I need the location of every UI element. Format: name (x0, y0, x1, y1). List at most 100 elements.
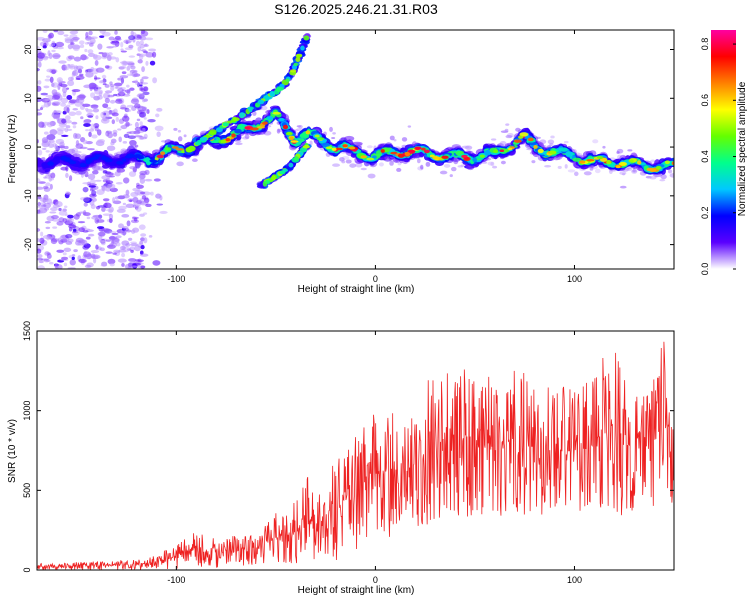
noise-speckle (62, 218, 68, 223)
noise-speckle (141, 49, 147, 52)
noise-speckle (59, 141, 65, 148)
noise-speckle (130, 242, 138, 247)
noise-speckle (115, 181, 123, 185)
noise-speckle (135, 205, 139, 208)
branch-blob (185, 146, 194, 153)
ridge-blob (285, 131, 293, 136)
noise-speckle (99, 35, 105, 38)
noise-speckle (67, 214, 74, 219)
noise-speckle (131, 71, 138, 78)
noise-speckle (63, 106, 69, 113)
noise-speckle (122, 141, 128, 144)
noise-speckle (140, 30, 149, 37)
noise-speckle (56, 127, 66, 132)
noise-speckle (40, 92, 49, 96)
noise-speckle (132, 262, 141, 266)
noise-speckle (109, 99, 116, 104)
branch-blob (300, 45, 305, 51)
noise-speckle (71, 88, 81, 93)
noise-speckle (50, 172, 56, 179)
noise-speckle (77, 68, 83, 74)
noise-speckle (43, 131, 49, 135)
noise-speckle (68, 175, 73, 182)
noise-speckle (101, 110, 111, 117)
noise-speckle (37, 254, 43, 259)
noise-speckle (80, 116, 84, 120)
noise-speckle (460, 164, 465, 167)
noise-speckle (173, 127, 178, 131)
noise-speckle (37, 248, 42, 254)
noise-speckle (37, 201, 41, 207)
branch-blob (303, 35, 310, 41)
noise-speckle (37, 80, 42, 85)
noise-speckle (592, 139, 599, 144)
noise-speckle (140, 233, 147, 237)
branch-blob (295, 54, 302, 58)
noise-speckle (602, 145, 606, 149)
noise-speckle (564, 164, 568, 169)
noise-speckle (88, 128, 95, 132)
noise-speckle (574, 171, 579, 177)
noise-speckle (78, 40, 85, 45)
noise-speckle (63, 145, 69, 150)
noise-speckle (105, 180, 114, 184)
ridge-blob (144, 157, 151, 163)
noise-speckle (85, 236, 91, 240)
branch-blob (293, 156, 299, 161)
noise-speckle (73, 56, 82, 62)
noise-speckle (48, 139, 55, 144)
noise-speckle (51, 112, 61, 119)
noise-speckle (44, 174, 52, 179)
noise-speckle (121, 262, 125, 267)
noise-speckle (57, 237, 62, 243)
noise-speckle (106, 46, 114, 49)
noise-speckle (44, 78, 51, 82)
noise-speckle (123, 133, 130, 138)
noise-speckle (669, 173, 674, 178)
noise-speckle (43, 185, 49, 190)
noise-speckle (128, 237, 133, 241)
noise-speckle (121, 240, 130, 246)
noise-speckle (104, 97, 110, 104)
noise-speckle (140, 245, 145, 250)
noise-speckle (37, 52, 45, 59)
noise-speckle (49, 183, 53, 190)
noise-speckle (547, 139, 555, 145)
noise-speckle (439, 170, 448, 175)
ridge-blob (160, 151, 166, 156)
noise-speckle (492, 165, 498, 169)
noise-speckle (140, 265, 146, 269)
noise-speckle (114, 196, 120, 200)
noise-speckle (52, 54, 61, 58)
noise-speckle (87, 49, 94, 54)
noise-speckle (550, 135, 555, 139)
noise-speckle (133, 217, 138, 222)
ridge-blob (618, 161, 628, 166)
ridge-blob (586, 159, 595, 162)
noise-speckle (121, 71, 127, 75)
noise-speckle (114, 82, 123, 87)
noise-speckle (60, 134, 69, 137)
noise-speckle (331, 136, 336, 140)
noise-speckle (120, 48, 124, 52)
noise-speckle (72, 45, 80, 52)
noise-speckle (132, 204, 137, 208)
noise-speckle (443, 163, 451, 168)
noise-speckle (66, 128, 73, 132)
noise-speckle (121, 89, 127, 92)
noise-speckle (142, 212, 148, 215)
ridge-blob (171, 146, 179, 149)
noise-speckle (64, 115, 71, 121)
noise-speckle (105, 239, 111, 242)
noise-speckle (82, 139, 88, 145)
noise-speckle (83, 202, 88, 207)
noise-speckle (159, 210, 168, 214)
noise-speckle (85, 243, 91, 249)
noise-speckle (90, 92, 96, 99)
noise-speckle (46, 121, 54, 128)
noise-speckle (106, 172, 114, 176)
noise-speckle (145, 60, 149, 66)
branch-blob (293, 62, 299, 67)
noise-speckle (41, 137, 49, 144)
noise-speckle (141, 76, 149, 80)
